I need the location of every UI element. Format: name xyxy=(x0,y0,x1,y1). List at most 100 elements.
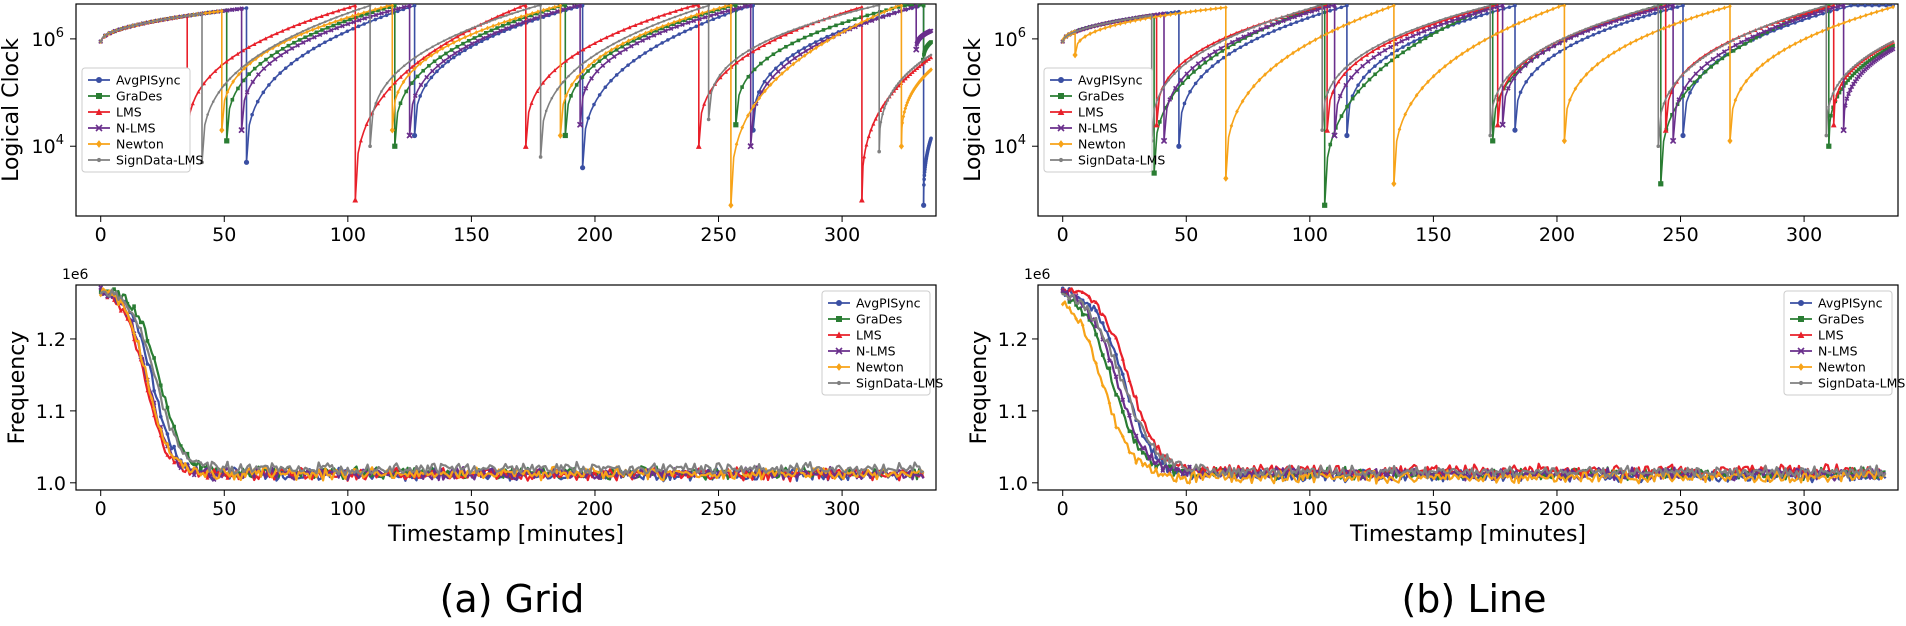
series-marker-lms xyxy=(1200,47,1205,52)
series-marker-lms xyxy=(929,55,934,60)
series-marker-avgpisync xyxy=(317,43,322,48)
series-marker-lms xyxy=(347,5,352,10)
series-marker-newton xyxy=(1517,20,1521,26)
series-marker-newton xyxy=(158,426,163,432)
series-marker-newton xyxy=(1083,34,1087,39)
series-marker-n-lms xyxy=(908,5,914,11)
legend-marker-n-lms xyxy=(835,347,843,355)
reset-point-newton xyxy=(728,201,734,209)
series-marker-grades xyxy=(802,35,807,40)
series-marker-avgpisync xyxy=(649,47,653,52)
series-marker-n-lms xyxy=(1337,93,1343,99)
reset-point-lms xyxy=(1494,121,1501,128)
series-marker-n-lms xyxy=(1281,18,1286,24)
series-marker-grades xyxy=(1880,50,1885,54)
series-marker-newton xyxy=(1173,11,1178,17)
series-marker-newton xyxy=(1330,28,1335,34)
series-marker-newton xyxy=(1118,21,1123,27)
series-marker-newton xyxy=(1181,475,1185,481)
series-marker-grades xyxy=(392,4,397,8)
series-marker-n-lms xyxy=(1636,11,1642,17)
series-marker-lms xyxy=(745,52,750,57)
series-marker-newton xyxy=(254,56,258,62)
series-marker-signdata-lms xyxy=(1141,15,1145,19)
series-marker-newton xyxy=(1358,16,1363,21)
reset-point-avgpisync xyxy=(243,159,250,165)
series-marker-grades xyxy=(152,356,156,360)
series-marker-signdata-lms xyxy=(279,41,282,44)
series-marker-newton xyxy=(1224,5,1228,10)
series-marker-signdata-lms xyxy=(1212,43,1216,47)
reset-point-n-lms xyxy=(576,121,584,128)
series-marker-signdata-lms xyxy=(1606,19,1610,23)
series-marker-signdata-lms xyxy=(1690,64,1694,68)
series-marker-signdata-lms xyxy=(1184,62,1188,65)
series-marker-avgpisync xyxy=(1261,34,1265,38)
legend-item-avgpisync: AvgPISync xyxy=(1790,296,1883,311)
reset-point-avgpisync xyxy=(411,132,418,139)
x-tick-label: 150 xyxy=(1415,498,1451,520)
series-marker-signdata-lms xyxy=(179,447,183,450)
series-marker-grades xyxy=(1793,17,1797,21)
series-marker-lms xyxy=(696,4,701,8)
series-marker-avgpisync xyxy=(468,45,473,49)
series-marker-newton xyxy=(1193,8,1198,14)
series-marker-lms xyxy=(1833,97,1838,102)
legend-marker-n-lms xyxy=(1797,347,1805,355)
series-lms xyxy=(1060,4,1896,133)
series-marker-lms xyxy=(1183,58,1188,63)
series-marker-n-lms xyxy=(1133,433,1139,439)
legend: AvgPISyncGraDesLMSN-LMSNewtonSignData-LM… xyxy=(1043,67,1165,173)
series-marker-newton xyxy=(1403,112,1408,117)
series-marker-newton xyxy=(1749,72,1754,78)
series-marker-signdata-lms xyxy=(1836,84,1839,87)
series-marker-signdata-lms xyxy=(1494,94,1498,98)
series-marker-grades xyxy=(1507,78,1512,83)
y-tick-label: 1.2 xyxy=(36,329,66,351)
series-line-grades xyxy=(100,288,925,481)
series-marker-lms xyxy=(190,101,195,106)
series-marker-newton xyxy=(1285,54,1290,60)
series-marker-n-lms xyxy=(441,58,447,64)
series-marker-lms xyxy=(263,36,268,41)
reset-point-newton xyxy=(898,142,905,150)
series-marker-signdata-lms xyxy=(1371,47,1374,50)
series-marker-grades xyxy=(1384,62,1389,67)
legend-box xyxy=(821,290,931,396)
series-marker-newton xyxy=(893,4,898,10)
series-marker-avgpisync xyxy=(1305,16,1310,20)
legend-item-signdata-lms: SignData-LMS xyxy=(828,376,943,391)
legend-marker-avgpisync xyxy=(836,300,842,306)
series-marker-newton xyxy=(1628,40,1633,46)
series-marker-lms xyxy=(859,4,864,9)
series-marker-n-lms xyxy=(1602,22,1608,27)
series-marker-n-lms xyxy=(668,26,674,32)
y-axis: 1.01.11.2 xyxy=(36,329,76,495)
series-marker-lms xyxy=(455,34,460,39)
series-marker-lms xyxy=(269,33,274,38)
series-marker-signdata-lms xyxy=(1802,11,1806,14)
series-marker-newton xyxy=(626,38,631,44)
series-marker-grades xyxy=(1878,51,1883,56)
legend-label-newton: Newton xyxy=(856,360,904,375)
series-marker-n-lms xyxy=(289,46,295,51)
series-marker-grades xyxy=(1087,318,1092,322)
series-marker-signdata-lms xyxy=(1505,76,1509,79)
series-marker-grades xyxy=(777,48,782,53)
y-axis-label: Frequency xyxy=(967,331,992,445)
legend-label-signdata-lms: SignData-LMS xyxy=(116,153,203,168)
series-marker-n-lms xyxy=(1528,58,1534,64)
series-marker-signdata-lms xyxy=(1399,33,1402,37)
series-marker-newton xyxy=(1733,97,1738,103)
x-tick-label: 50 xyxy=(1174,224,1198,246)
reset-point-grades xyxy=(392,143,398,149)
y-offset-label: 1e6 xyxy=(62,267,89,283)
series-line-grades xyxy=(564,4,737,136)
series-marker-grades xyxy=(771,52,776,57)
series-marker-avgpisync xyxy=(351,26,355,31)
series-marker-signdata-lms xyxy=(1449,15,1453,18)
legend-marker-grades xyxy=(836,316,842,322)
legend-item-lms: LMS xyxy=(828,328,882,343)
reset-point-newton xyxy=(1391,180,1397,188)
series-marker-signdata-lms xyxy=(718,73,722,77)
